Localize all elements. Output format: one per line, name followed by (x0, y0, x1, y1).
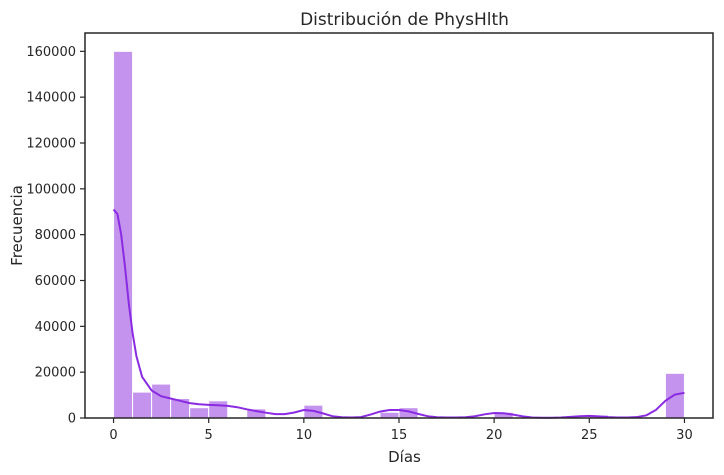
histogram-bar-0 (113, 50, 134, 419)
x-axis-label: Días (388, 448, 421, 466)
y-tick-label-6: 120000 (26, 137, 76, 152)
histogram-bars (113, 50, 685, 419)
x-tick-label-6: 30 (676, 428, 693, 443)
y-axis-ticks: 0 20000 40000 60000 80000 100000 120000 140000 1… (26, 45, 85, 427)
y-tick-label-0: 0 (68, 412, 76, 427)
y-axis-label: Frecuencia (8, 185, 26, 266)
x-tick-label-5: 25 (581, 428, 598, 443)
x-tick-label-4: 20 (486, 428, 503, 443)
y-tick-label-5: 100000 (26, 182, 76, 197)
x-axis-ticks: 0 5 10 15 20 25 30 (109, 418, 693, 443)
histogram-bar-1 (132, 391, 153, 419)
y-tick-label-8: 160000 (26, 45, 76, 60)
y-tick-label-7: 140000 (26, 91, 76, 106)
y-tick-label-3: 60000 (35, 274, 76, 289)
x-tick-label-1: 5 (205, 428, 213, 443)
chart-title: Distribución de PhysHlth (300, 10, 509, 30)
x-tick-label-2: 10 (296, 428, 313, 443)
histogram-bar-2 (151, 383, 172, 419)
kde-curve (112, 208, 685, 419)
plot-frame (84, 32, 714, 419)
x-tick-label-0: 0 (109, 428, 117, 443)
y-tick-label-2: 40000 (35, 320, 76, 335)
y-tick-label-1: 20000 (35, 366, 76, 381)
x-tick-label-3: 15 (391, 428, 408, 443)
y-tick-label-4: 80000 (35, 228, 76, 243)
histogram-bar-5 (208, 400, 229, 419)
histogram-bar-8 (379, 411, 400, 419)
histogram-bar-4 (189, 407, 210, 419)
